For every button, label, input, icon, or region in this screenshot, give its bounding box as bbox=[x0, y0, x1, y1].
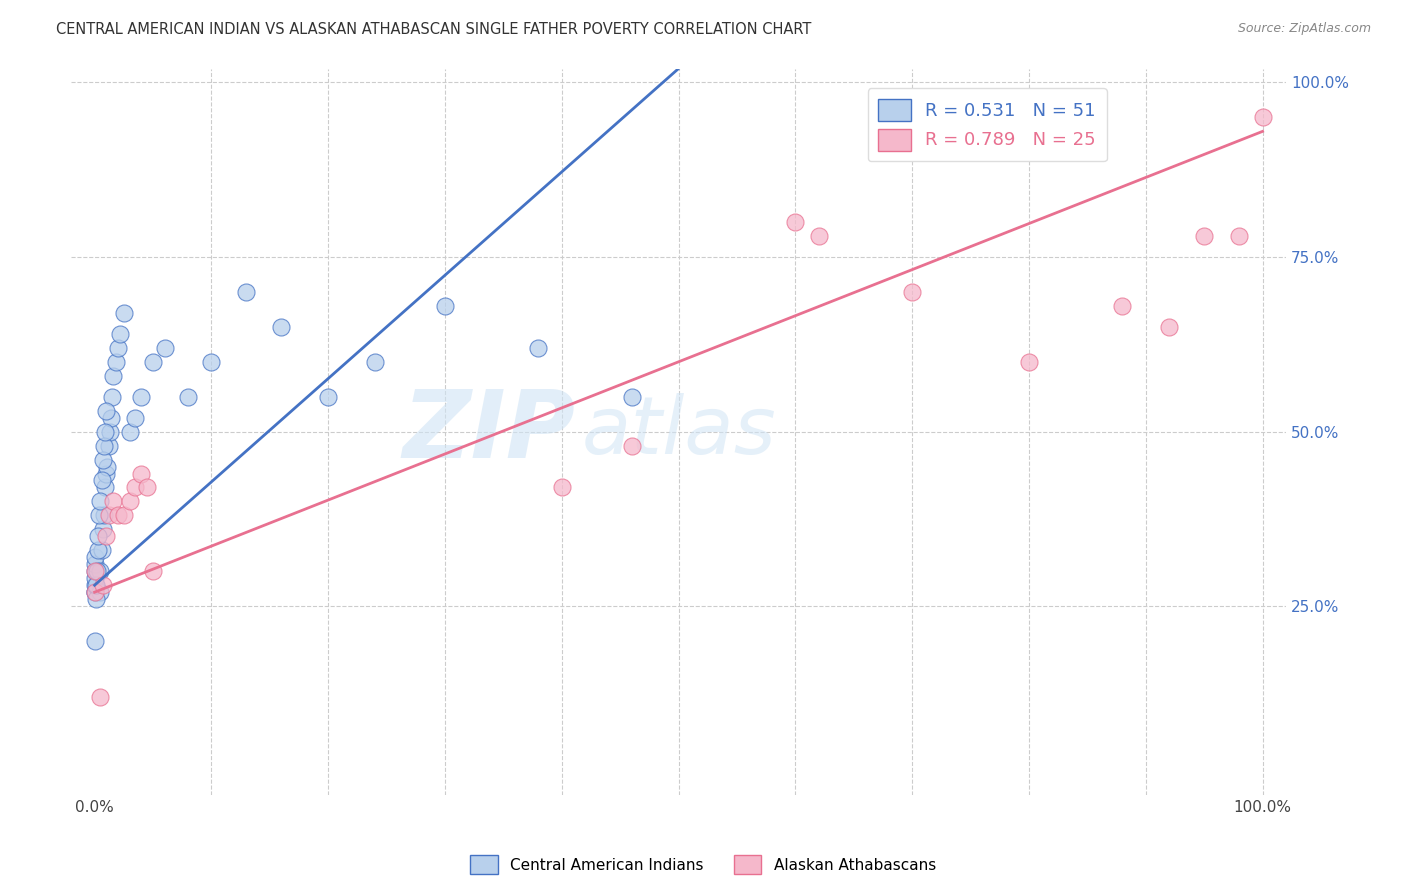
Point bbox=[1227, 229, 1250, 244]
Point bbox=[94, 480, 117, 494]
Point bbox=[112, 508, 135, 523]
Point bbox=[96, 403, 118, 417]
Point bbox=[112, 306, 135, 320]
Point bbox=[551, 480, 574, 494]
Point bbox=[785, 215, 807, 229]
Point bbox=[107, 341, 129, 355]
Point bbox=[97, 508, 120, 523]
Point bbox=[316, 390, 339, 404]
Point bbox=[83, 585, 105, 599]
Point bbox=[83, 585, 105, 599]
Point bbox=[136, 480, 159, 494]
Point bbox=[1018, 355, 1040, 369]
Point bbox=[142, 355, 165, 369]
Point bbox=[83, 564, 105, 578]
Text: CENTRAL AMERICAN INDIAN VS ALASKAN ATHABASCAN SINGLE FATHER POVERTY CORRELATION : CENTRAL AMERICAN INDIAN VS ALASKAN ATHAB… bbox=[56, 22, 811, 37]
Point bbox=[110, 326, 132, 341]
Point bbox=[270, 319, 292, 334]
Point bbox=[96, 529, 118, 543]
Point bbox=[83, 550, 105, 565]
Point bbox=[90, 474, 112, 488]
Point bbox=[177, 390, 200, 404]
Point bbox=[86, 564, 108, 578]
Point bbox=[1251, 111, 1274, 125]
Point bbox=[434, 299, 457, 313]
Point bbox=[83, 585, 105, 599]
Point bbox=[96, 467, 118, 481]
Point bbox=[131, 467, 153, 481]
Legend: R = 0.531   N = 51, R = 0.789   N = 25: R = 0.531 N = 51, R = 0.789 N = 25 bbox=[868, 88, 1107, 161]
Point bbox=[83, 634, 105, 648]
Point bbox=[807, 229, 830, 244]
Point bbox=[124, 410, 146, 425]
Point bbox=[91, 522, 114, 536]
Point bbox=[89, 690, 111, 704]
Point bbox=[1111, 299, 1133, 313]
Point bbox=[104, 355, 127, 369]
Point bbox=[118, 494, 141, 508]
Point bbox=[87, 529, 110, 543]
Point bbox=[1159, 319, 1181, 334]
Point bbox=[89, 564, 111, 578]
Point bbox=[527, 341, 550, 355]
Point bbox=[235, 285, 257, 299]
Point bbox=[101, 390, 124, 404]
Point bbox=[84, 592, 107, 607]
Text: ZIP: ZIP bbox=[402, 385, 575, 477]
Legend: Central American Indians, Alaskan Athabascans: Central American Indians, Alaskan Athaba… bbox=[464, 849, 942, 880]
Point bbox=[83, 564, 105, 578]
Point bbox=[89, 494, 111, 508]
Point bbox=[83, 558, 105, 572]
Point bbox=[153, 341, 176, 355]
Point bbox=[200, 355, 222, 369]
Point bbox=[87, 543, 110, 558]
Point bbox=[107, 508, 129, 523]
Point bbox=[97, 439, 120, 453]
Point bbox=[142, 564, 165, 578]
Point bbox=[620, 390, 643, 404]
Point bbox=[93, 508, 115, 523]
Point bbox=[1192, 229, 1215, 244]
Point bbox=[93, 439, 115, 453]
Point bbox=[94, 425, 117, 439]
Point bbox=[98, 425, 121, 439]
Point bbox=[364, 355, 387, 369]
Point bbox=[89, 508, 111, 523]
Point bbox=[901, 285, 924, 299]
Point bbox=[131, 390, 153, 404]
Text: Source: ZipAtlas.com: Source: ZipAtlas.com bbox=[1237, 22, 1371, 36]
Point bbox=[103, 494, 125, 508]
Point bbox=[83, 578, 105, 592]
Text: atlas: atlas bbox=[582, 392, 776, 471]
Point bbox=[83, 571, 105, 585]
Point bbox=[96, 459, 118, 474]
Point bbox=[100, 410, 122, 425]
Point bbox=[84, 578, 107, 592]
Point bbox=[620, 439, 643, 453]
Point bbox=[103, 368, 125, 383]
Point bbox=[89, 585, 111, 599]
Point bbox=[91, 452, 114, 467]
Point bbox=[124, 480, 146, 494]
Point bbox=[118, 425, 141, 439]
Point bbox=[90, 543, 112, 558]
Point bbox=[91, 578, 114, 592]
